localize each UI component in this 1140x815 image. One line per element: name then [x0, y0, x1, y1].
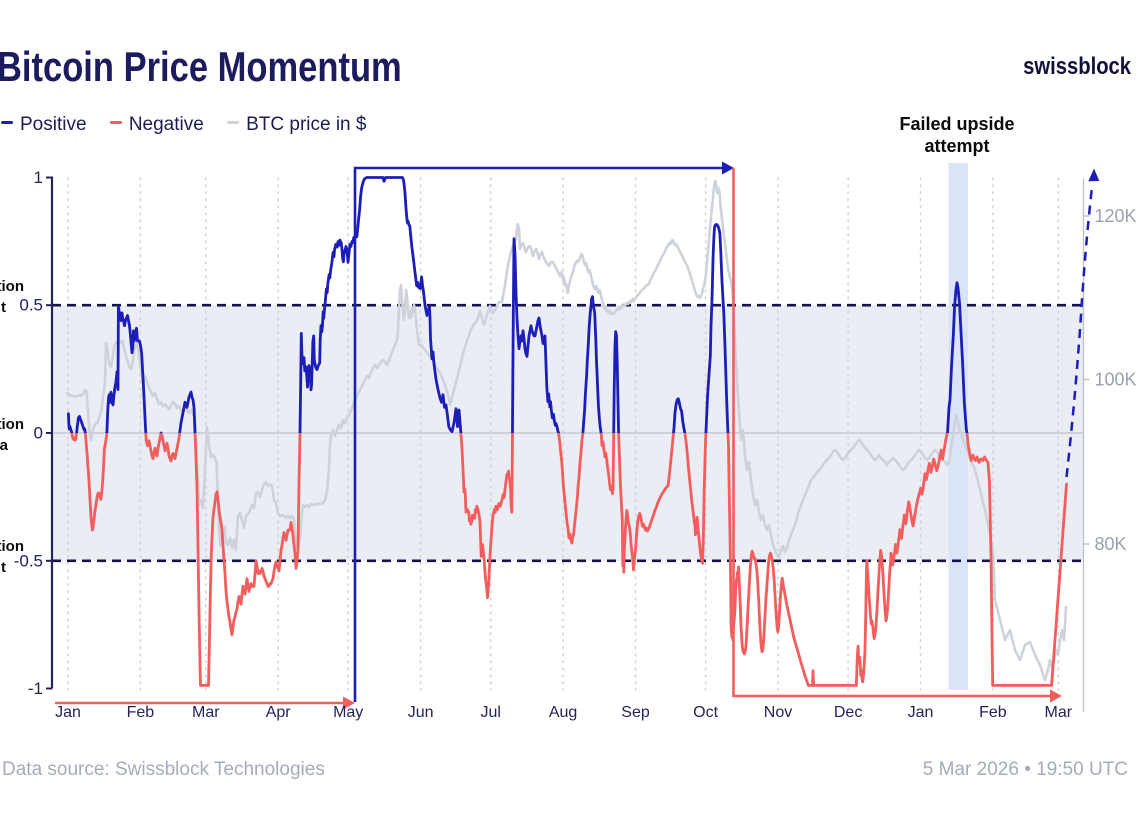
- svg-text:Aug: Aug: [549, 704, 577, 721]
- svg-text:Mar: Mar: [192, 704, 220, 721]
- svg-text:Jan: Jan: [908, 704, 934, 721]
- svg-text:Nov: Nov: [764, 704, 792, 721]
- svg-text:0.5: 0.5: [19, 296, 43, 315]
- svg-text:-1: -1: [28, 679, 43, 698]
- svg-text:Apr: Apr: [266, 704, 292, 721]
- svg-text:Jan: Jan: [55, 704, 81, 721]
- svg-text:Sep: Sep: [621, 704, 650, 721]
- svg-text:80K: 80K: [1095, 534, 1127, 554]
- svg-text:Feb: Feb: [127, 704, 155, 721]
- svg-text:120K: 120K: [1095, 206, 1137, 226]
- svg-text:Feb: Feb: [979, 704, 1007, 721]
- svg-text:1: 1: [34, 168, 43, 187]
- svg-text:100K: 100K: [1095, 370, 1137, 390]
- svg-text:Jun: Jun: [408, 704, 434, 721]
- svg-text:Dec: Dec: [834, 704, 862, 721]
- svg-text:Mar: Mar: [1045, 704, 1073, 721]
- svg-text:0: 0: [34, 424, 43, 443]
- svg-text:Oct: Oct: [693, 704, 718, 721]
- svg-text:-0.5: -0.5: [14, 551, 43, 570]
- svg-text:Jul: Jul: [480, 704, 500, 721]
- svg-text:May: May: [333, 704, 363, 721]
